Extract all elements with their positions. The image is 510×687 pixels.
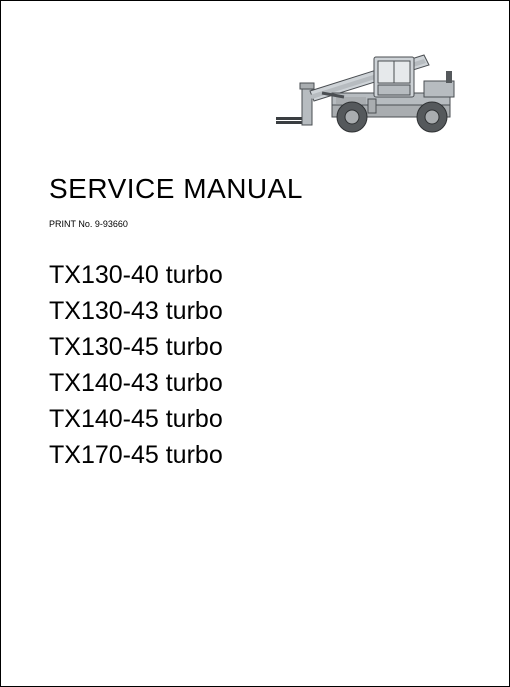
model-item: TX140-45 turbo	[49, 401, 223, 437]
telehandler-svg	[274, 35, 474, 135]
model-item: TX130-40 turbo	[49, 257, 223, 293]
model-item: TX130-43 turbo	[49, 293, 223, 329]
service-manual-cover: SERVICE MANUAL PRINT No. 9-93660 TX130-4…	[0, 0, 510, 687]
model-item: TX130-45 turbo	[49, 329, 223, 365]
print-number: PRINT No. 9-93660	[49, 219, 128, 229]
page-title: SERVICE MANUAL	[49, 173, 303, 205]
model-item: TX140-43 turbo	[49, 365, 223, 401]
model-item: TX170-45 turbo	[49, 437, 223, 473]
telehandler-illustration	[274, 35, 474, 135]
model-list: TX130-40 turbo TX130-43 turbo TX130-45 t…	[49, 257, 223, 473]
